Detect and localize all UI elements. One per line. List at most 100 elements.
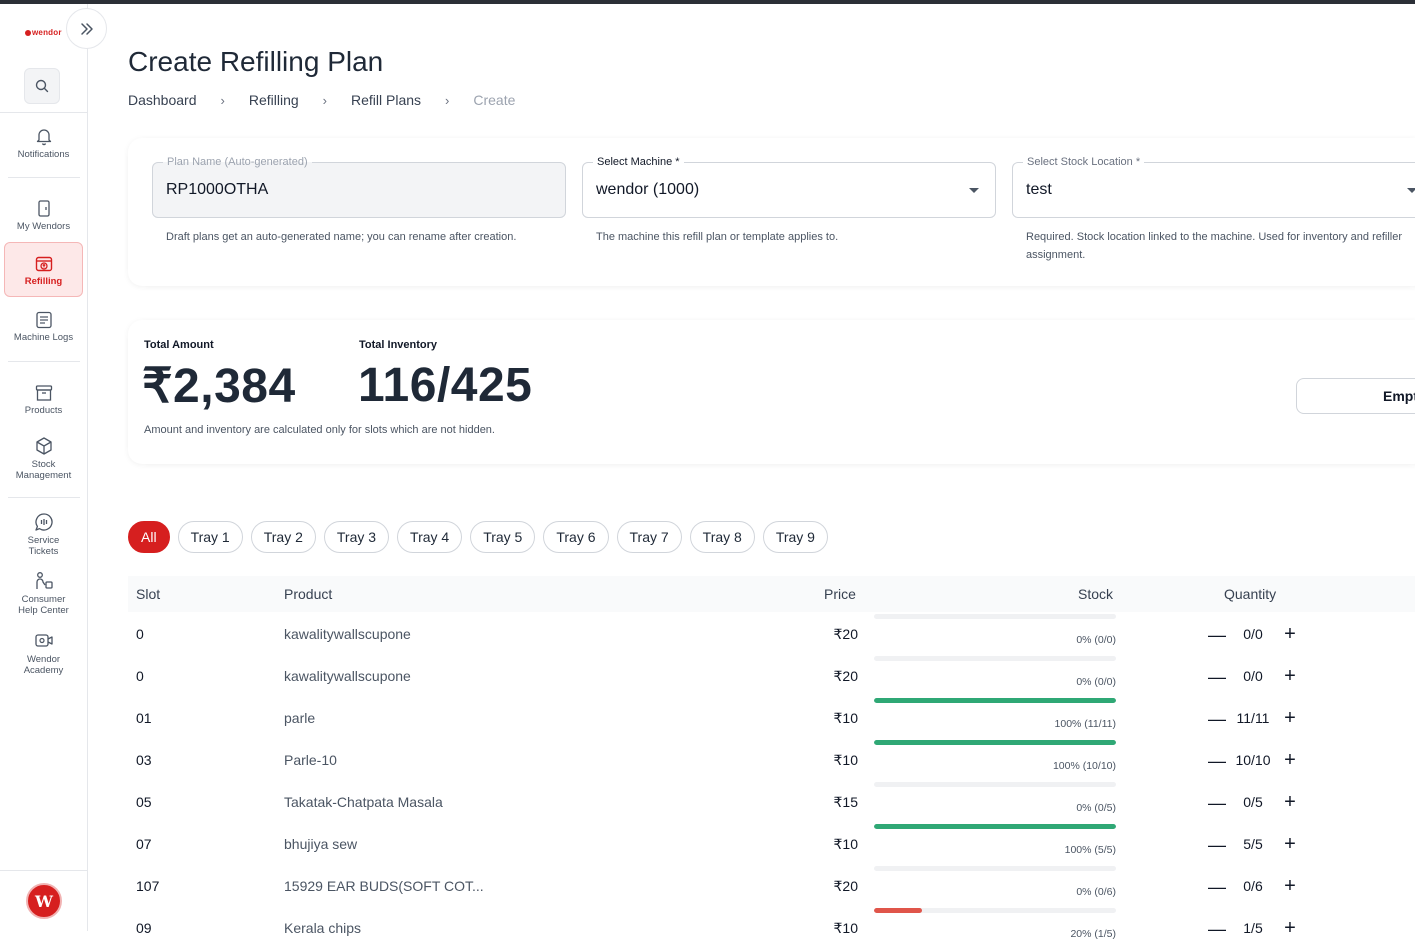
decrement-button[interactable]: — [1208, 751, 1226, 771]
stock-location-label: Select Stock Location * [1023, 156, 1145, 168]
column-header-product[interactable]: Product [284, 586, 333, 602]
decrement-button[interactable]: — [1208, 625, 1226, 645]
slot-cell: 03 [136, 752, 152, 768]
price-cell: ₹20 [833, 626, 858, 642]
tab-tray-7[interactable]: Tray 7 [616, 521, 682, 553]
increment-button[interactable]: + [1284, 665, 1296, 687]
tab-all[interactable]: All [128, 521, 170, 553]
sidebar-item-stock-management[interactable]: Stock Management [4, 436, 83, 481]
tab-tray-6[interactable]: Tray 6 [543, 521, 609, 553]
sidebar-item-service-tickets[interactable]: Service Tickets [4, 512, 83, 557]
stock-percent-label: 0% (0/6) [1076, 886, 1116, 898]
stock-progress-bar [874, 740, 1116, 745]
tab-tray-8[interactable]: Tray 8 [689, 521, 755, 553]
slot-cell: 09 [136, 920, 152, 936]
table-row: 09 Kerala chips ₹10 20% (1/5) — 1/5 + [128, 906, 1415, 948]
increment-button[interactable]: + [1284, 875, 1296, 897]
tab-tray-3[interactable]: Tray 3 [323, 521, 390, 553]
tab-tray-2[interactable]: Tray 2 [250, 521, 316, 553]
sidebar-item-refilling[interactable]: Refilling [4, 242, 83, 297]
stock-location-select[interactable]: Select Stock Location * test [1012, 156, 1415, 218]
machine-select-value: wendor (1000) [596, 181, 700, 198]
tab-tray-5[interactable]: Tray 5 [470, 521, 536, 553]
increment-button[interactable]: + [1284, 917, 1296, 939]
increment-button[interactable]: + [1284, 833, 1296, 855]
total-inventory-label: Total Inventory [359, 339, 438, 351]
quantity-value: 5/5 [1243, 836, 1263, 852]
increment-button[interactable]: + [1284, 707, 1296, 729]
empty-button[interactable]: Empt [1296, 378, 1415, 414]
sidebar-item-label-line1: Wendor [26, 654, 61, 665]
tray-tabs: All Tray 1 Tray 2 Tray 3 Tray 4 Tray 5 T… [128, 521, 828, 553]
product-cell: kawalitywallscupone [284, 626, 411, 642]
sidebar-item-label: My Wendors [16, 221, 71, 232]
decrement-button[interactable]: — [1208, 877, 1226, 897]
decrement-button[interactable]: — [1208, 919, 1226, 939]
stock-progress-bar [874, 656, 1116, 661]
slot-cell: 05 [136, 794, 152, 810]
top-accent-bar [0, 0, 1415, 4]
increment-button[interactable]: + [1284, 623, 1296, 645]
column-header-stock[interactable]: Stock [1078, 586, 1114, 602]
brand-logo[interactable]: wendor [25, 28, 62, 37]
increment-button[interactable]: + [1284, 791, 1296, 813]
column-header-price[interactable]: Price [824, 586, 856, 602]
sidebar-item-wendor-academy[interactable]: Wendor Academy [4, 631, 83, 676]
quantity-value: 1/5 [1243, 920, 1263, 936]
sidebar-divider [0, 870, 88, 871]
product-cell: Kerala chips [284, 920, 362, 936]
stock-progress-bar [874, 614, 1116, 619]
sidebar-item-label-line1: Service [27, 535, 60, 546]
decrement-button[interactable]: — [1208, 667, 1226, 687]
sidebar-item-label: Refilling [24, 276, 63, 287]
quantity-value: 10/10 [1235, 752, 1271, 768]
stock-progress-bar [874, 824, 1116, 829]
stock-percent-label: 0% (0/5) [1076, 802, 1116, 814]
quantity-value: 0/0 [1243, 626, 1263, 642]
increment-button[interactable]: + [1284, 749, 1296, 771]
avatar[interactable]: W [26, 883, 62, 919]
slot-cell: 0 [136, 668, 144, 684]
slot-cell: 07 [136, 836, 152, 852]
breadcrumb-dashboard[interactable]: Dashboard [128, 92, 197, 108]
tab-tray-9[interactable]: Tray 9 [762, 521, 828, 553]
decrement-button[interactable]: — [1208, 835, 1226, 855]
sidebar-item-notifications[interactable]: Notifications [4, 126, 83, 160]
sidebar-item-my-wendors[interactable]: My Wendors [4, 200, 83, 232]
stock-progress-bar [874, 782, 1116, 787]
price-cell: ₹10 [833, 836, 858, 852]
quantity-value: 0/5 [1243, 794, 1263, 810]
breadcrumb-refilling[interactable]: Refilling [248, 92, 299, 108]
column-header-quantity[interactable]: Quantity [1224, 586, 1277, 602]
quantity-value: 0/0 [1243, 668, 1263, 684]
breadcrumb-refill-plans[interactable]: Refill Plans [351, 92, 422, 108]
column-header-slot[interactable]: Slot [136, 586, 161, 602]
machine-select[interactable]: Select Machine * wendor (1000) [582, 156, 996, 218]
sidebar-item-label-line1: Consumer [21, 594, 66, 605]
tab-tray-1[interactable]: Tray 1 [177, 521, 243, 553]
decrement-button[interactable]: — [1208, 793, 1226, 813]
sidebar-item-label-line2: Academy [23, 665, 64, 676]
table-row: 05 Takatak-Chatpata Masala ₹15 0% (0/5) — 0/5… [128, 780, 1415, 822]
stock-location-helper: Required. Stock location linked to the m… [1026, 231, 1403, 261]
decrement-button[interactable]: — [1208, 709, 1226, 729]
video-icon [34, 634, 53, 647]
tab-tray-4[interactable]: Tray 4 [397, 521, 463, 553]
breadcrumb-create: Create [473, 92, 516, 108]
stock-percent-label: 20% (1/5) [1070, 928, 1116, 940]
sidebar-divider [0, 112, 88, 113]
sidebar-item-consumer-help-center[interactable]: Consumer Help Center [4, 571, 83, 616]
sidebar-item-label: Products [24, 405, 63, 416]
expand-sidebar-button[interactable] [66, 8, 107, 49]
caret-down-icon [969, 188, 979, 193]
sidebar-item-label-line2: Help Center [18, 605, 69, 616]
search-icon [35, 79, 49, 93]
search-button[interactable] [24, 68, 60, 104]
quantity-value: 11/11 [1236, 710, 1270, 726]
product-cell: kawalitywallscupone [284, 668, 411, 684]
sidebar-item-machine-logs[interactable]: Machine Logs [4, 311, 83, 343]
stock-progress-fill [874, 740, 1116, 745]
sidebar-item-products[interactable]: Products [4, 384, 83, 416]
plan-name-value: RP1000OTHA [166, 181, 269, 198]
logs-icon [35, 311, 52, 329]
